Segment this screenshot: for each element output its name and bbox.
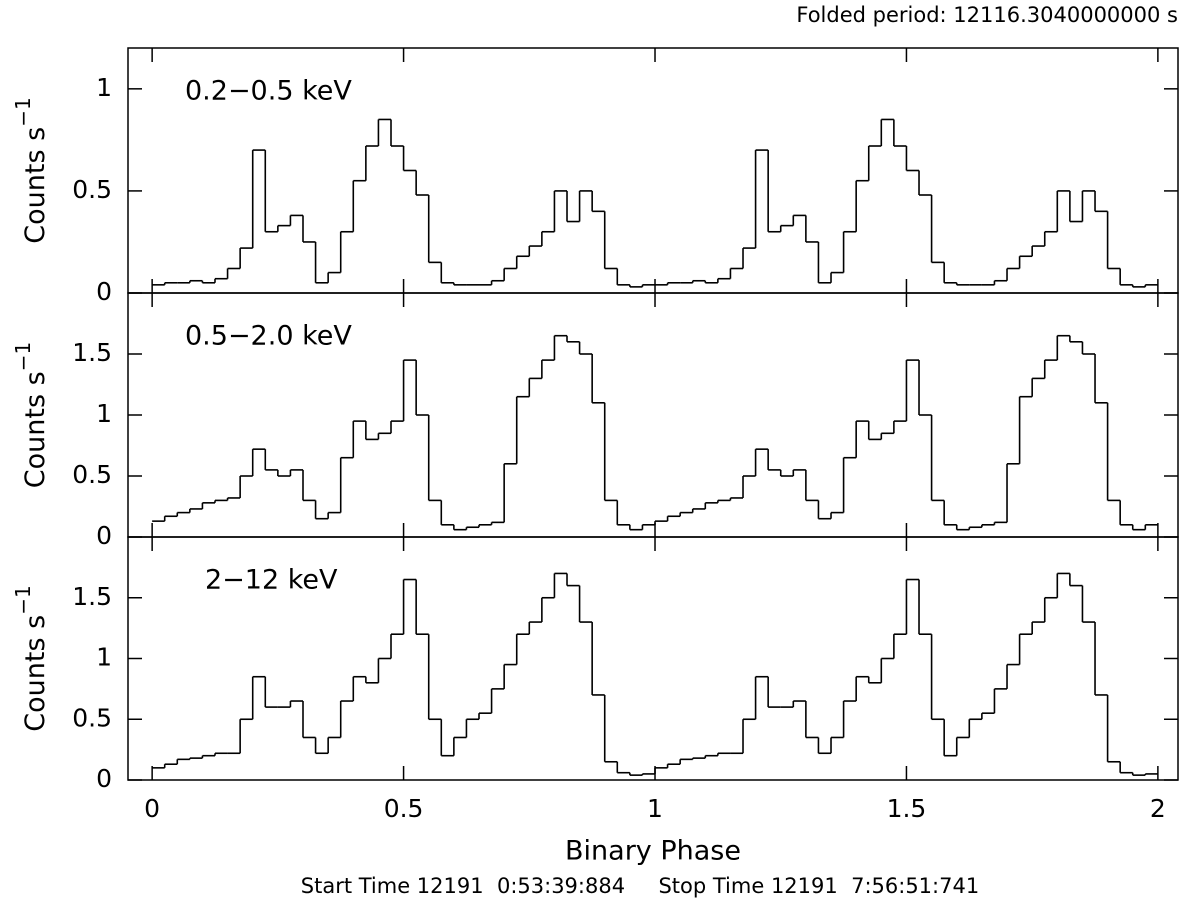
y-tick-label: 1.5 [72,582,112,611]
x-axis-label: Binary Phase [565,836,741,867]
y-axis-label: Counts s−1 [11,585,51,731]
x-tick-label: 1 [647,794,663,823]
y-tick-label: 0.5 [72,460,112,489]
y-tick-label: 0.5 [72,175,112,204]
y-axis-label: Counts s−1 [11,342,51,488]
y-tick-label: 0 [96,764,112,793]
y-tick-label: 1.5 [72,338,112,367]
y-axis-label-text: Counts s [20,615,51,732]
y-tick-label: 1 [96,399,112,428]
panel-label: 2−12 keV [205,565,338,596]
x-tick-label: 2 [1150,794,1166,823]
y-axis-label-text: Counts s [20,127,51,244]
panel-label: 0.2−0.5 keV [185,76,352,107]
panel-label: 0.5−2.0 keV [185,321,352,352]
y-axis-label-exponent: −1 [11,97,35,126]
y-tick-label: 0 [96,277,112,306]
y-axis-label-text: Counts s [20,371,51,488]
footer: Start Time 12191 0:53:39:884 Stop Time 1… [301,874,979,898]
y-tick-label: 0 [96,521,112,550]
y-tick-label: 1 [96,73,112,102]
y-axis-label-exponent: −1 [11,585,35,614]
y-axis-label: Counts s−1 [11,97,51,243]
x-tick-label: 0.5 [384,794,424,823]
header: Folded period: 12116.3040000000 s [796,3,1178,27]
y-tick-label: 0.5 [72,703,112,732]
x-tick-label: 0 [144,794,160,823]
y-axis-label-exponent: −1 [11,342,35,371]
x-tick-label: 1.5 [887,794,927,823]
y-tick-label: 1 [96,643,112,672]
